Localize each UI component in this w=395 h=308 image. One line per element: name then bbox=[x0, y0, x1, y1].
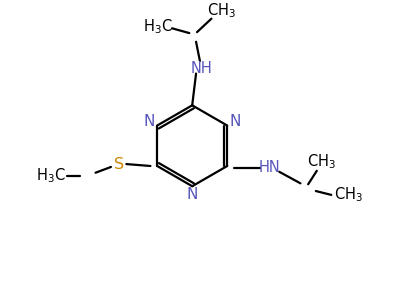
Text: CH$_3$: CH$_3$ bbox=[307, 153, 336, 172]
Text: H$_3$C: H$_3$C bbox=[143, 17, 172, 36]
Text: H$_3$C: H$_3$C bbox=[36, 166, 66, 185]
Text: N: N bbox=[186, 187, 198, 202]
Text: CH$_3$: CH$_3$ bbox=[334, 185, 363, 204]
Text: S: S bbox=[114, 156, 124, 172]
Text: NH: NH bbox=[191, 61, 213, 76]
Text: HN: HN bbox=[259, 160, 280, 176]
Text: N: N bbox=[144, 114, 155, 129]
Text: N: N bbox=[229, 114, 241, 129]
Text: CH$_3$: CH$_3$ bbox=[207, 2, 235, 20]
